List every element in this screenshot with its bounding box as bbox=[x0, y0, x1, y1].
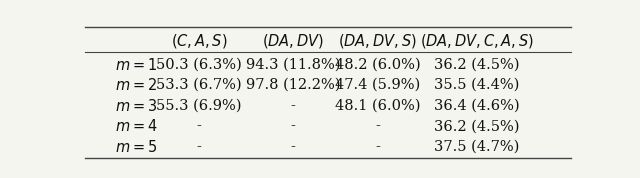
Text: -: - bbox=[196, 119, 202, 133]
Text: 36.2 (4.5%): 36.2 (4.5%) bbox=[434, 57, 520, 72]
Text: -: - bbox=[375, 140, 380, 154]
Text: $(DA, DV)$: $(DA, DV)$ bbox=[262, 32, 324, 49]
Text: -: - bbox=[291, 140, 296, 154]
Text: 55.3 (6.9%): 55.3 (6.9%) bbox=[156, 99, 242, 113]
Text: $m = 3$: $m = 3$ bbox=[115, 98, 157, 114]
Text: 37.5 (4.7%): 37.5 (4.7%) bbox=[434, 140, 520, 154]
Text: $m = 1$: $m = 1$ bbox=[115, 57, 157, 72]
Text: $m = 2$: $m = 2$ bbox=[115, 77, 157, 93]
Text: -: - bbox=[196, 140, 202, 154]
Text: $(DA, DV, C, A, S)$: $(DA, DV, C, A, S)$ bbox=[420, 32, 534, 49]
Text: $m = 4$: $m = 4$ bbox=[115, 118, 157, 134]
Text: $(DA, DV, S)$: $(DA, DV, S)$ bbox=[338, 32, 417, 49]
Text: 50.3 (6.3%): 50.3 (6.3%) bbox=[156, 57, 242, 72]
Text: -: - bbox=[291, 99, 296, 113]
Text: 36.2 (4.5%): 36.2 (4.5%) bbox=[434, 119, 520, 133]
Text: 36.4 (4.6%): 36.4 (4.6%) bbox=[434, 99, 520, 113]
Text: -: - bbox=[375, 119, 380, 133]
Text: $(C, A, S)$: $(C, A, S)$ bbox=[171, 32, 227, 49]
Text: 47.4 (5.9%): 47.4 (5.9%) bbox=[335, 78, 420, 92]
Text: 48.2 (6.0%): 48.2 (6.0%) bbox=[335, 57, 420, 72]
Text: 53.3 (6.7%): 53.3 (6.7%) bbox=[156, 78, 242, 92]
Text: $m = 5$: $m = 5$ bbox=[115, 139, 157, 155]
Text: -: - bbox=[291, 119, 296, 133]
Text: 97.8 (12.2%): 97.8 (12.2%) bbox=[246, 78, 340, 92]
Text: 94.3 (11.8%): 94.3 (11.8%) bbox=[246, 57, 340, 72]
Text: 48.1 (6.0%): 48.1 (6.0%) bbox=[335, 99, 420, 113]
Text: 35.5 (4.4%): 35.5 (4.4%) bbox=[434, 78, 520, 92]
